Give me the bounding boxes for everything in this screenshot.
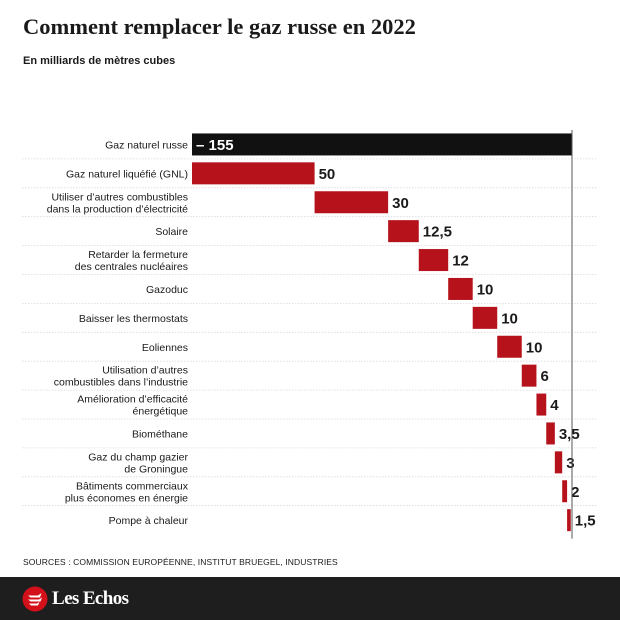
category-label-12-line-1: Gaz du champ gazier (88, 451, 188, 463)
category-label-14: Pompe à chaleur (109, 515, 189, 527)
bar-12 (554, 451, 563, 474)
value-label-2: 50 (319, 166, 336, 183)
bar-10 (536, 393, 547, 416)
value-label-10: 4 (550, 397, 559, 414)
value-label-11: 3,5 (559, 426, 580, 443)
bar-2 (192, 162, 315, 185)
bar-4 (388, 220, 419, 243)
bar-7 (472, 306, 498, 329)
category-label-13-line-1: Bâtiments commerciaux (76, 480, 189, 492)
waterfall-chart: – 155 Gaz naturel russe 50 Gaz naturel liqu… (22, 130, 598, 539)
category-label-7: Baisser les thermostats (79, 313, 188, 325)
value-label-6: 10 (477, 281, 494, 298)
les-echos-logo-icon (22, 586, 48, 611)
category-label-3-line-1: Utiliser d’autres combustibles (51, 191, 188, 203)
category-label-10-line-1: Amélioration d’efficacité (77, 394, 188, 406)
category-label-3-line-2: dans la production d’électricité (47, 203, 188, 215)
category-label-5-line-1: Retarder la fermeture (88, 249, 188, 261)
value-label-4: 12,5 (423, 224, 452, 241)
category-label-10-line-2: énergétique (133, 406, 189, 418)
value-label-8: 10 (526, 339, 543, 356)
value-label-5: 12 (452, 253, 469, 270)
bar-3 (314, 191, 389, 214)
bar-6 (448, 277, 473, 300)
bar-8 (497, 335, 522, 358)
category-label-8: Eoliennes (142, 342, 188, 354)
value-label-13: 2 (571, 484, 579, 501)
bar-9 (521, 364, 537, 387)
bar-1 (192, 133, 572, 156)
brand-name: Les Echos (52, 587, 129, 609)
category-label-1: Gaz naturel russe (105, 139, 188, 151)
category-label-6: Gazoduc (146, 284, 188, 296)
category-label-4: Solaire (155, 226, 188, 238)
category-label-12-line-2: de Groningue (124, 463, 188, 475)
sources-note: SOURCES : COMMISSION EUROPÉENNE, INSTITU… (23, 557, 338, 567)
value-label-7: 10 (501, 310, 518, 327)
value-label-14: 1,5 (575, 513, 596, 530)
footer-bar: Les Echos (0, 577, 620, 620)
category-label-11: Biométhane (132, 428, 188, 440)
category-label-9-line-1: Utilisation d’autres (102, 365, 188, 377)
bar-5 (418, 249, 449, 272)
category-label-9-line-2: combustibles dans l’industrie (54, 377, 188, 389)
chart-title: Comment remplacer le gaz russe en 2022 (23, 14, 416, 39)
value-label-1: – 155 (196, 137, 234, 154)
bar-13 (562, 480, 568, 503)
value-label-3: 30 (392, 195, 409, 212)
bar-11 (546, 422, 555, 445)
chart-subtitle: En milliards de mètres cubes (23, 55, 176, 67)
category-label-13-line-2: plus économes en énergie (65, 492, 188, 504)
category-label-5-line-2: des centrales nucléaires (75, 261, 188, 273)
value-label-12: 3 (566, 455, 574, 472)
category-label-2: Gaz naturel liquéfié (GNL) (66, 168, 188, 180)
value-label-9: 6 (540, 368, 548, 385)
bar-14 (567, 509, 571, 532)
